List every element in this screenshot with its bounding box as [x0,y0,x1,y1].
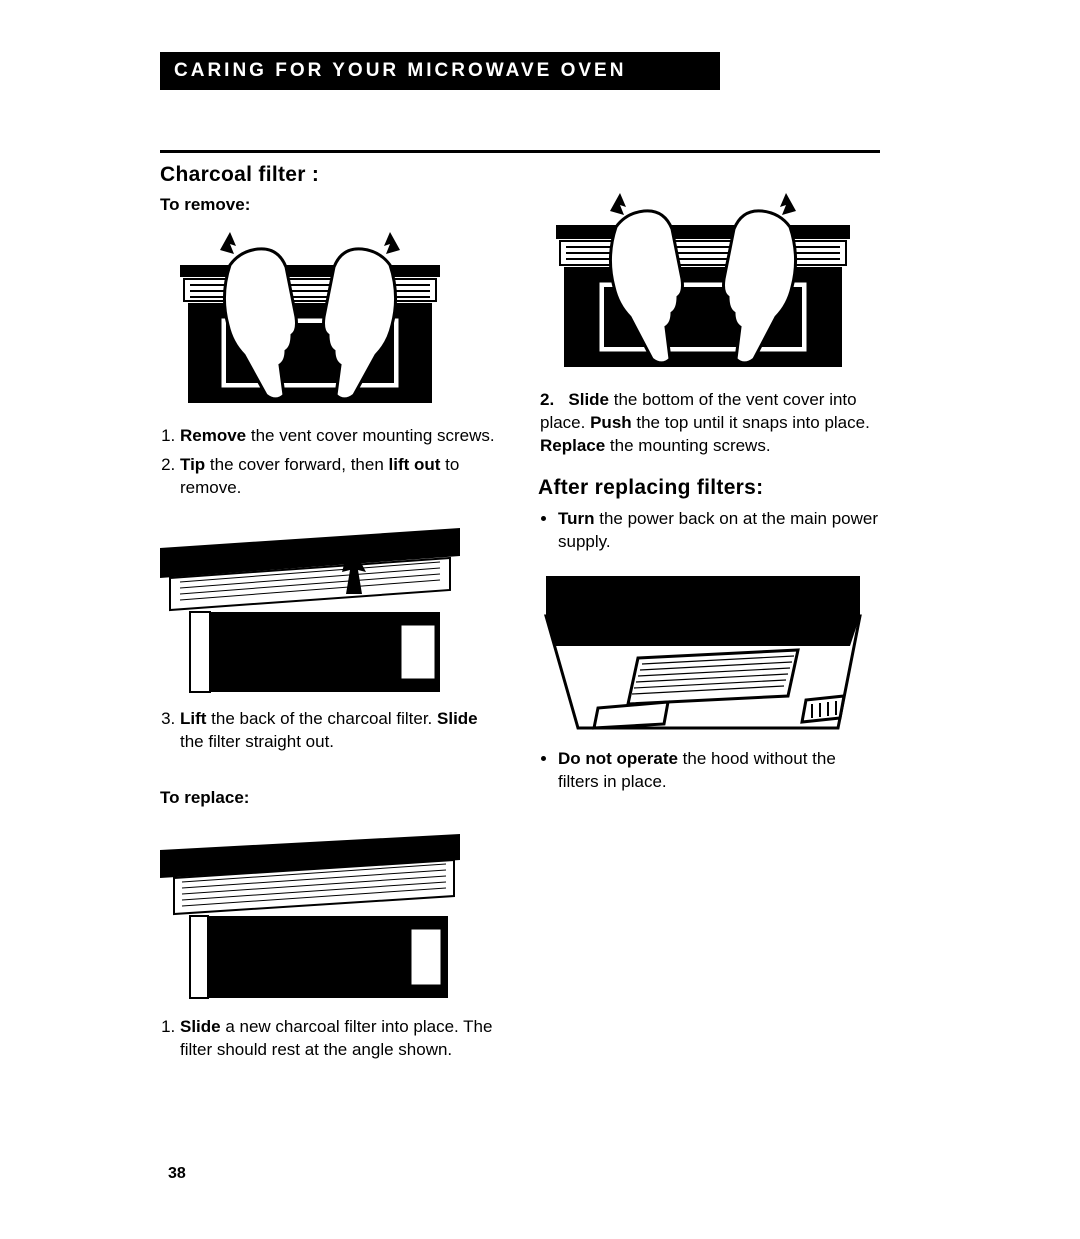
to-replace-label: To replace: [160,788,502,808]
horizontal-rule [160,150,880,153]
step-text: the back of the charcoal filter. [206,709,437,728]
replace-steps: Slide a new charcoal filter into place. … [160,1016,502,1062]
figure-replace-filter [160,826,460,1006]
figure-remove-vent-cover [160,225,460,415]
figure-snap-cover [538,189,868,379]
bullet-text: the power back on at the main power supp… [558,509,878,551]
section-charcoal-filter: Charcoal filter : [160,163,502,187]
step-bold: Remove [180,426,246,445]
page-number: 38 [168,1165,186,1183]
after-bullet-1: Turn the power back on at the main power… [558,508,880,554]
after-bullet-2: Do not operate the hood without the filt… [558,748,880,794]
remove-steps-cont: Lift the back of the charcoal filter. Sl… [160,708,502,754]
content-columns: Charcoal filter : To remove: [160,163,880,1068]
step-bold: lift out [389,455,441,474]
step-bold: Slide [180,1017,221,1036]
header-bar: CARING FOR YOUR MICROWAVE OVEN [160,52,720,90]
step-bold: Lift [180,709,206,728]
step-text: the top until it snaps into place. [632,413,870,432]
right-column: 2. Slide the bottom of the vent cover in… [538,163,880,1068]
step-text: the mounting screws. [605,436,770,455]
remove-step-2: Tip the cover forward, then lift out to … [180,454,502,500]
figure-hood-underside [538,568,868,738]
step-number: 2. [540,390,554,409]
step-bold: Tip [180,455,205,474]
step-bold: Slide [568,390,609,409]
after-bullets-2: Do not operate the hood without the filt… [538,748,880,794]
after-bullets: Turn the power back on at the main power… [538,508,880,554]
replace-step-1: Slide a new charcoal filter into place. … [180,1016,502,1062]
step-text: a new charcoal filter into place. The fi… [180,1017,492,1059]
bullet-bold: Do not operate [558,749,678,768]
step-text: the filter straight out. [180,732,334,751]
left-column: Charcoal filter : To remove: [160,163,502,1068]
remove-step-3: Lift the back of the charcoal filter. Sl… [180,708,502,754]
figure-lift-filter [160,518,460,698]
step-text: the vent cover mounting screws. [246,426,495,445]
step-bold: Replace [540,436,605,455]
remove-steps: Remove the vent cover mounting screws. T… [160,425,502,500]
remove-step-1: Remove the vent cover mounting screws. [180,425,502,448]
step-bold: Slide [437,709,478,728]
step-bold: Push [590,413,632,432]
bullet-bold: Turn [558,509,595,528]
section-after-replacing: After replacing filters: [538,476,880,500]
slide-step-2: 2. Slide the bottom of the vent cover in… [538,389,880,458]
to-remove-label: To remove: [160,195,502,215]
step-text: the cover forward, then [205,455,388,474]
